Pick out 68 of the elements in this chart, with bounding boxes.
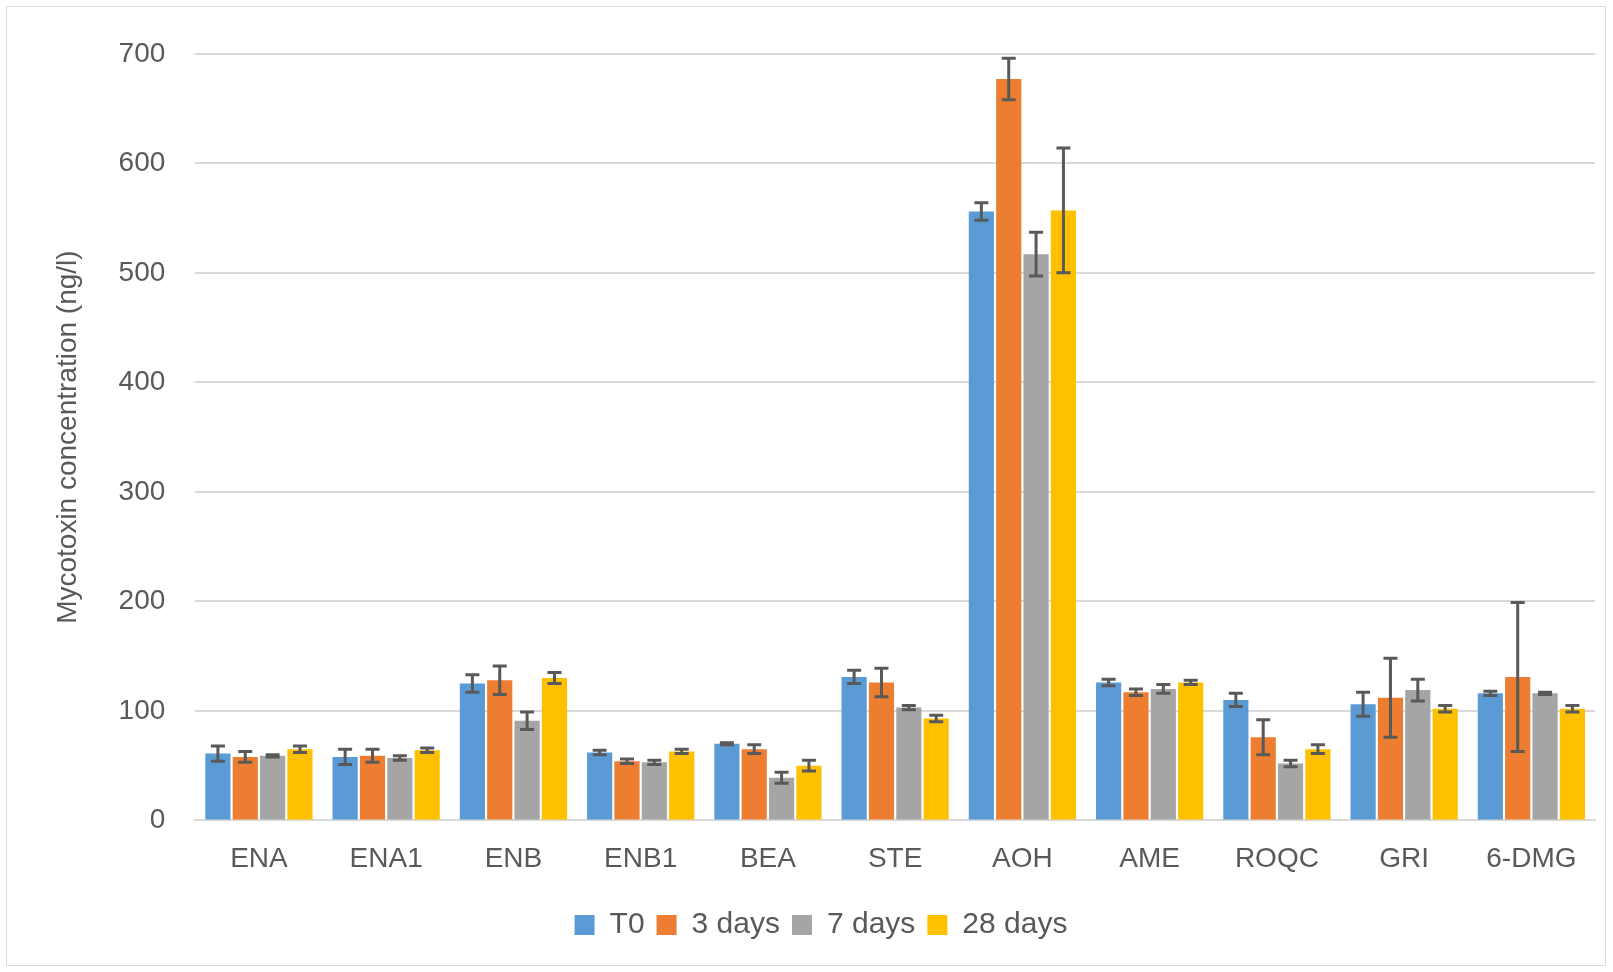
bar — [1023, 254, 1049, 820]
bar — [359, 755, 386, 820]
bar — [1178, 682, 1204, 820]
bar — [1123, 692, 1149, 820]
bar — [205, 753, 231, 820]
bar — [232, 756, 258, 820]
bar — [414, 750, 440, 820]
bar — [769, 777, 795, 820]
x-tick-label: STE — [867, 841, 923, 873]
bar — [868, 682, 895, 820]
bar — [1350, 704, 1376, 820]
x-tick-label: ROQC — [1234, 841, 1319, 873]
bar — [1305, 749, 1331, 820]
x-tick-label: AME — [1119, 841, 1180, 873]
bar — [796, 765, 822, 820]
y-tick-label: 300 — [118, 474, 166, 506]
bar — [1223, 699, 1249, 820]
bar — [1477, 693, 1503, 820]
y-axis-title: Mycotoxin concentration (ng/l) — [50, 250, 82, 624]
bar — [1277, 763, 1304, 820]
bar — [332, 756, 358, 820]
bar — [287, 749, 313, 820]
bar — [1405, 690, 1431, 820]
x-tick-label: GRI — [1379, 841, 1430, 873]
bar — [487, 680, 513, 820]
bar — [641, 762, 667, 820]
bar — [587, 752, 613, 820]
bar — [923, 718, 949, 820]
bar — [968, 211, 994, 820]
legend-label: 3 days — [691, 906, 780, 940]
bar — [714, 743, 740, 820]
bar — [896, 707, 922, 820]
x-tick-label: 6-DMG — [1486, 841, 1577, 873]
bar — [614, 761, 640, 820]
bar — [669, 751, 695, 820]
x-tick-label: ENA1 — [349, 841, 423, 873]
x-tick-label: AOH — [992, 841, 1053, 873]
x-tick-label: BEA — [739, 841, 797, 873]
bar — [996, 78, 1022, 820]
bar — [260, 755, 286, 820]
bar — [1150, 688, 1176, 820]
bar — [1432, 708, 1458, 820]
x-tick-label: ENB — [484, 841, 543, 873]
bar — [1096, 682, 1122, 820]
y-tick-label: 0 — [149, 803, 166, 835]
y-tick-label: 700 — [118, 36, 166, 68]
bar — [1377, 697, 1404, 820]
bar — [841, 676, 867, 820]
bar — [1559, 708, 1585, 820]
bar — [1505, 676, 1531, 820]
bar — [741, 749, 767, 820]
y-tick-label: 500 — [118, 255, 166, 287]
x-tick-label: ENA — [230, 841, 289, 873]
y-tick-label: 600 — [118, 146, 166, 178]
bar — [1050, 210, 1077, 820]
bar — [459, 683, 485, 820]
x-tick-label: ENB1 — [604, 841, 678, 873]
y-tick-label: 100 — [118, 693, 166, 725]
y-tick-label: 200 — [118, 584, 166, 616]
legend-label: 7 days — [826, 906, 916, 940]
bar — [1532, 693, 1558, 820]
bar — [541, 678, 568, 820]
bar — [1250, 737, 1276, 820]
legend-label: 28 days — [962, 906, 1068, 940]
legend-label: T0 — [609, 906, 645, 940]
bar — [387, 757, 413, 820]
bar — [514, 720, 540, 820]
y-tick-label: 400 — [118, 365, 166, 397]
